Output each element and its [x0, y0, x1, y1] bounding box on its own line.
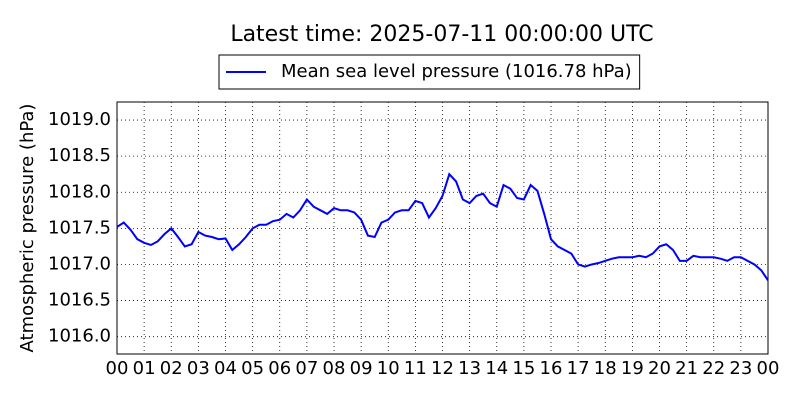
- x-tick-label: 23: [729, 358, 752, 379]
- y-tick-label: 1018.5: [48, 145, 111, 166]
- x-tick-label: 15: [512, 358, 535, 379]
- x-tick-label: 04: [214, 358, 237, 379]
- y-tick-label: 1018.0: [48, 181, 111, 202]
- chart-title: Latest time: 2025-07-11 00:00:00 UTC: [230, 22, 653, 47]
- x-tick-label: 18: [594, 358, 617, 379]
- y-tick-label: 1016.5: [48, 290, 111, 311]
- x-tick-label: 20: [648, 358, 671, 379]
- y-tick-label: 1017.5: [48, 217, 111, 238]
- legend-box: [218, 54, 641, 90]
- x-tick-label: 11: [404, 358, 427, 379]
- y-tick-label: 1019.0: [48, 109, 111, 130]
- x-tick-label: 05: [241, 358, 264, 379]
- x-tick-label: 13: [458, 358, 481, 379]
- plot-frame: [116, 101, 769, 355]
- x-tick-label: 12: [431, 358, 454, 379]
- y-axis-label: Atmospheric pressure (hPa): [17, 104, 38, 353]
- x-tick-label: 10: [377, 358, 400, 379]
- legend-label: Mean sea level pressure (1016.78 hPa): [281, 61, 632, 82]
- x-tick-label: 01: [133, 358, 156, 379]
- x-tick-label: 06: [268, 358, 291, 379]
- y-tick-label: 1017.0: [48, 253, 111, 274]
- x-tick-label: 17: [567, 358, 590, 379]
- data-line: [116, 172, 769, 281]
- x-tick-label: 09: [350, 358, 373, 379]
- x-tick-label: 08: [323, 358, 346, 379]
- x-tick-label: 03: [187, 358, 210, 379]
- y-tick-label: 1016.0: [48, 326, 111, 347]
- x-tick-label: 14: [485, 358, 508, 379]
- x-tick-label: 07: [295, 358, 318, 379]
- x-tick-label: 02: [160, 358, 183, 379]
- x-tick-label: 00: [757, 358, 780, 379]
- x-tick-label: 00: [106, 358, 129, 379]
- x-tick-label: 22: [702, 358, 725, 379]
- x-tick-label: 19: [621, 358, 644, 379]
- x-tick-label: 21: [675, 358, 698, 379]
- x-tick-label: 16: [540, 358, 563, 379]
